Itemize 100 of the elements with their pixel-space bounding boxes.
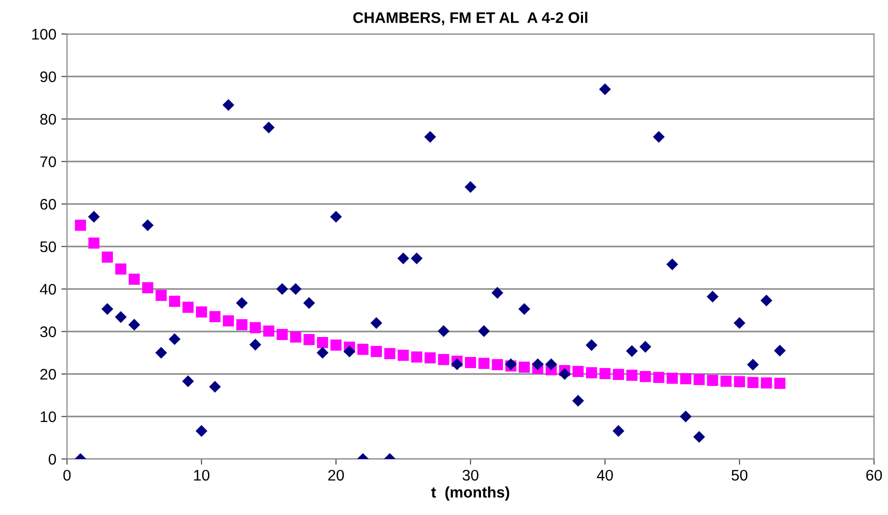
- point: [438, 354, 450, 366]
- point: [680, 410, 692, 422]
- point: [492, 359, 503, 370]
- point: [734, 317, 746, 329]
- point: [612, 425, 624, 437]
- point: [397, 252, 410, 264]
- y-tick-label: 80: [40, 114, 56, 125]
- point: [128, 274, 140, 285]
- y-tick-label: 90: [40, 71, 56, 82]
- point: [169, 296, 180, 307]
- point: [572, 394, 584, 407]
- point: [747, 358, 759, 371]
- point: [411, 351, 422, 363]
- point: [290, 283, 302, 295]
- point: [680, 373, 692, 384]
- point: [693, 431, 706, 443]
- point: [209, 311, 221, 322]
- x-tick-label: 60: [866, 470, 882, 481]
- point: [263, 326, 274, 337]
- point: [101, 303, 114, 315]
- point: [558, 368, 571, 380]
- x-axis-title: t (months): [431, 486, 510, 501]
- point: [115, 263, 126, 275]
- point: [102, 252, 113, 263]
- point: [155, 346, 168, 359]
- point: [357, 344, 368, 355]
- point: [518, 362, 530, 373]
- point: [747, 376, 759, 388]
- point: [303, 297, 315, 309]
- point: [128, 318, 140, 331]
- x-tick-label: 20: [328, 470, 344, 481]
- y-tick-label: 20: [40, 368, 56, 380]
- point: [518, 303, 530, 315]
- y-tick-label: 50: [40, 241, 56, 252]
- point: [464, 181, 476, 193]
- point: [626, 345, 638, 357]
- point: [451, 358, 463, 370]
- point: [612, 368, 624, 380]
- point: [545, 358, 558, 370]
- point: [653, 372, 664, 383]
- point: [196, 306, 208, 318]
- point: [707, 374, 718, 386]
- point: [666, 258, 678, 270]
- point: [424, 352, 436, 364]
- point: [774, 378, 786, 389]
- point: [478, 358, 490, 369]
- point: [410, 252, 423, 264]
- point: [330, 340, 342, 351]
- point: [370, 317, 382, 329]
- point: [74, 220, 86, 231]
- point: [734, 376, 746, 388]
- point: [694, 374, 705, 386]
- point: [209, 380, 221, 393]
- point: [316, 346, 328, 359]
- x-tick-label: 40: [596, 470, 613, 481]
- point: [424, 130, 436, 143]
- point: [88, 238, 100, 249]
- point: [760, 377, 772, 388]
- point: [478, 325, 490, 337]
- point: [316, 336, 328, 348]
- point: [760, 294, 772, 306]
- point: [182, 375, 194, 388]
- point: [222, 315, 234, 326]
- point: [666, 372, 678, 384]
- point: [330, 210, 342, 223]
- point: [626, 370, 638, 381]
- point: [114, 311, 127, 323]
- point: [236, 319, 248, 330]
- y-tick-label: 30: [40, 326, 56, 338]
- chart-title: CHAMBERS, FM ET AL A 4-2 Oil: [353, 12, 588, 26]
- point: [88, 210, 100, 223]
- point: [156, 290, 167, 301]
- point: [344, 346, 356, 358]
- y-tick-label: 70: [40, 156, 56, 168]
- point: [652, 130, 665, 143]
- point: [236, 297, 248, 309]
- point: [250, 322, 261, 334]
- point: [599, 83, 611, 96]
- point: [276, 328, 288, 340]
- point: [599, 368, 611, 380]
- y-tick-label: 10: [40, 411, 56, 422]
- x-tick-label: 30: [462, 470, 478, 481]
- point: [492, 286, 504, 299]
- point: [774, 344, 786, 357]
- point: [398, 350, 409, 361]
- point: [290, 331, 302, 343]
- point: [572, 366, 584, 378]
- point: [384, 348, 396, 360]
- point: [464, 356, 476, 368]
- point: [532, 358, 544, 370]
- x-tick-label: 50: [732, 470, 748, 481]
- point: [706, 290, 718, 303]
- point: [586, 339, 598, 351]
- point: [249, 338, 262, 351]
- point: [639, 340, 652, 353]
- point: [276, 283, 288, 295]
- y-tick-label: 60: [40, 198, 56, 210]
- point: [304, 334, 315, 346]
- y-tick-label: 0: [48, 454, 56, 465]
- x-tick-label: 10: [194, 470, 210, 481]
